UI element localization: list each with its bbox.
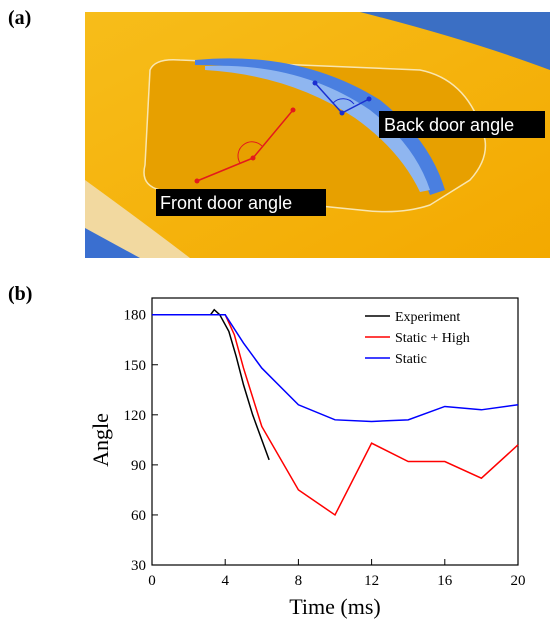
plot-frame bbox=[151, 297, 519, 566]
y-tick-label: 30 bbox=[131, 558, 146, 574]
legend-label: Static + High bbox=[395, 331, 470, 346]
y-tick-label: 120 bbox=[124, 408, 147, 424]
render-image bbox=[85, 12, 550, 258]
y-axis-label: Angle bbox=[88, 413, 113, 467]
data-line bbox=[152, 308, 270, 461]
data-line bbox=[152, 313, 519, 517]
y-tick-label: 150 bbox=[124, 358, 147, 374]
annotation: Back door angle bbox=[384, 115, 514, 135]
legend-label: Static bbox=[395, 352, 427, 367]
panel-label: (b) bbox=[8, 283, 32, 305]
panel-label: (a) bbox=[8, 7, 31, 29]
y-tick-label: 180 bbox=[124, 308, 147, 324]
x-tick-label: 16 bbox=[437, 573, 453, 589]
x-tick-label: 0 bbox=[148, 573, 156, 589]
y-tick-label: 90 bbox=[131, 458, 146, 474]
x-tick-label: 8 bbox=[295, 573, 303, 589]
legend-label: Experiment bbox=[395, 310, 460, 325]
y-tick-label: 60 bbox=[131, 508, 146, 524]
annotation: Front door angle bbox=[160, 193, 292, 213]
x-tick-label: 20 bbox=[511, 573, 526, 589]
x-axis-label: Time (ms) bbox=[289, 594, 380, 619]
data-line bbox=[152, 313, 519, 423]
x-tick-label: 12 bbox=[364, 573, 379, 589]
x-tick-label: 4 bbox=[221, 573, 229, 589]
